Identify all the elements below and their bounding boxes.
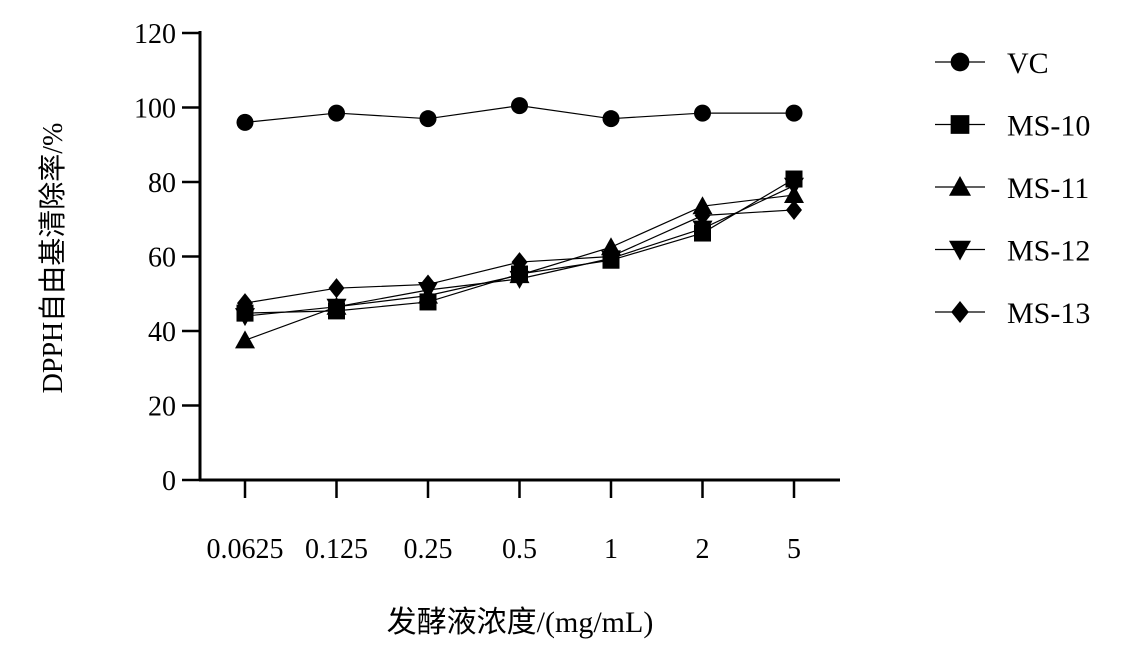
x-tick-label: 0.0625 (207, 534, 284, 565)
triangle-down-marker (235, 308, 255, 327)
y-tick-label: 0 (162, 466, 176, 497)
x-tick-label: 5 (787, 534, 801, 565)
circle-marker (419, 110, 437, 128)
y-tick-label: 20 (148, 392, 176, 423)
diamond-marker (511, 252, 528, 273)
series-line (244, 178, 795, 314)
legend-label: MS-11 (1007, 172, 1089, 205)
series-vc (236, 97, 803, 131)
x-tick-label: 1 (604, 534, 618, 565)
diamond-marker (694, 205, 711, 226)
x-tick-label: 0.25 (404, 534, 453, 565)
circle-marker (236, 113, 254, 131)
series-ms-13 (237, 199, 802, 314)
legend-item-ms-10: MS-10 (935, 110, 1090, 143)
circle-marker (511, 97, 528, 115)
legend: VC MS-10 MS-11 MS-12 MS-13 (935, 47, 1090, 330)
circle-marker (694, 104, 711, 122)
x-tick-label: 2 (696, 534, 710, 565)
circle-marker (950, 52, 970, 72)
legend-label: MS-10 (1007, 110, 1090, 143)
triangle-down-marker (326, 298, 347, 317)
diamond-marker (951, 301, 969, 323)
triangle-down-marker (784, 177, 804, 196)
axes: 0 20 40 60 80 100 120 0.0625 0.125 0.25 0.5 1 2 5 (134, 19, 840, 565)
series-ms-10 (236, 170, 803, 322)
triangle-down-marker (692, 220, 713, 239)
y-tick-label: 120 (134, 19, 176, 50)
triangle-down-marker (509, 270, 530, 289)
x-tick-label: 0.125 (305, 534, 368, 565)
y-tick-label: 100 (134, 94, 176, 125)
diamond-marker (237, 293, 253, 314)
x-tick-label: 0.5 (502, 534, 537, 565)
triangle-up-marker (692, 196, 713, 215)
y-axis-label: DPPH自由基清除率/% (37, 123, 69, 394)
legend-label: VC (1007, 47, 1049, 80)
circle-marker (602, 110, 620, 128)
circle-marker (328, 104, 345, 122)
diamond-marker (786, 199, 802, 220)
diamond-marker (420, 274, 436, 295)
triangle-up-marker (235, 330, 255, 349)
triangle-up-marker (949, 176, 971, 196)
legend-item-ms-13: MS-13 (935, 297, 1090, 330)
y-tick-label: 60 (148, 243, 176, 274)
series-group (235, 97, 804, 349)
legend-item-ms-12: MS-12 (935, 235, 1090, 268)
triangle-down-marker (949, 240, 971, 261)
diamond-marker (328, 278, 345, 299)
legend-item-vc: VC (935, 47, 1049, 80)
square-marker (950, 115, 970, 134)
series-ms-12 (235, 177, 804, 327)
legend-label: MS-12 (1007, 235, 1090, 268)
circle-marker (785, 104, 803, 122)
legend-label: MS-13 (1007, 297, 1090, 330)
diamond-marker (603, 246, 619, 267)
y-tick-label: 40 (148, 317, 176, 348)
legend-item-ms-11: MS-11 (935, 172, 1089, 205)
x-axis-label: 发酵液浓度/(mg/mL) (387, 606, 654, 639)
y-tick-label: 80 (148, 168, 176, 199)
